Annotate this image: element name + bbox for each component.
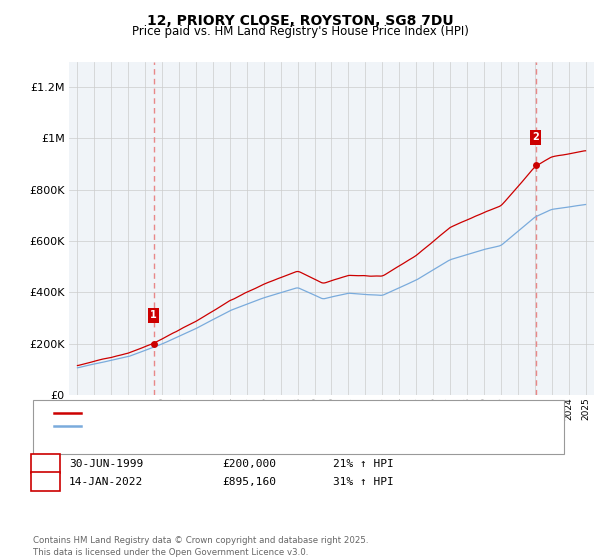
Text: 21% ↑ HPI: 21% ↑ HPI [333, 459, 394, 469]
Text: 2: 2 [532, 132, 539, 142]
Text: 12, PRIORY CLOSE, ROYSTON, SG8 7DU: 12, PRIORY CLOSE, ROYSTON, SG8 7DU [146, 14, 454, 28]
Text: Price paid vs. HM Land Registry's House Price Index (HPI): Price paid vs. HM Land Registry's House … [131, 25, 469, 38]
Text: £200,000: £200,000 [222, 459, 276, 469]
Text: 31% ↑ HPI: 31% ↑ HPI [333, 477, 394, 487]
Text: 30-JUN-1999: 30-JUN-1999 [69, 459, 143, 469]
Text: 12, PRIORY CLOSE, ROYSTON, SG8 7DU (detached house): 12, PRIORY CLOSE, ROYSTON, SG8 7DU (deta… [87, 408, 401, 418]
Text: 2: 2 [42, 475, 49, 488]
Text: 1: 1 [42, 457, 49, 470]
Text: 1: 1 [151, 310, 157, 320]
Text: Contains HM Land Registry data © Crown copyright and database right 2025.
This d: Contains HM Land Registry data © Crown c… [33, 536, 368, 557]
Text: 14-JAN-2022: 14-JAN-2022 [69, 477, 143, 487]
Text: £895,160: £895,160 [222, 477, 276, 487]
Text: HPI: Average price, detached house, North Hertfordshire: HPI: Average price, detached house, Nort… [87, 421, 396, 431]
